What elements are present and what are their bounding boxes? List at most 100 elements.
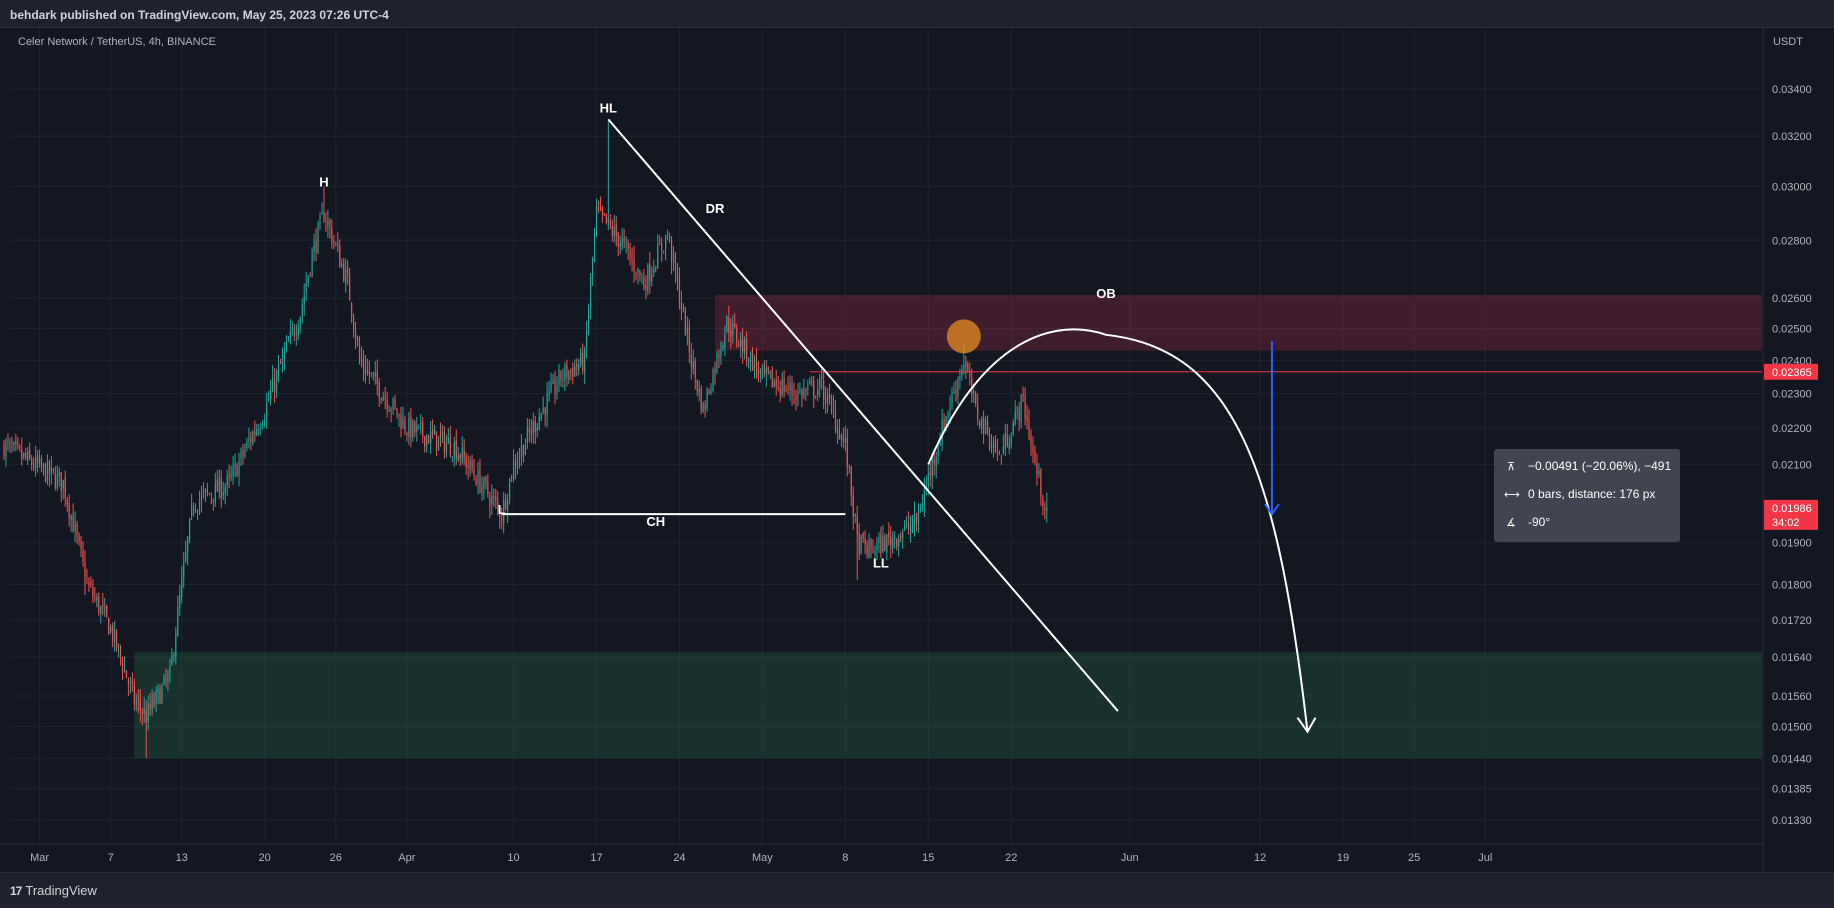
candle-body (1004, 433, 1006, 449)
candle-body (268, 399, 270, 401)
candle-body (507, 499, 509, 511)
candle-body (74, 523, 76, 531)
candle (821, 368, 823, 390)
candle (370, 372, 372, 378)
candle-body (372, 372, 374, 374)
candle (82, 541, 84, 567)
candle (909, 515, 912, 543)
candle-body (975, 393, 977, 404)
candle (807, 379, 809, 396)
candle-body (1020, 394, 1022, 423)
candle-body (765, 368, 767, 375)
candle (953, 382, 955, 395)
candle-body (181, 577, 183, 598)
candle-body (919, 511, 921, 513)
candle (653, 259, 655, 278)
candle-body (904, 525, 906, 531)
candle-body (649, 264, 651, 281)
candle (412, 418, 414, 442)
candle-body (360, 357, 363, 362)
candle-body (860, 535, 862, 553)
candle-body (667, 235, 669, 237)
candle (672, 245, 675, 272)
level-price-label: 0.02365 (1772, 367, 1812, 379)
candle-body (520, 445, 523, 457)
candle (593, 227, 596, 263)
candle (657, 234, 659, 270)
candle-body (254, 431, 256, 434)
candle-body (289, 330, 291, 341)
candle-body (712, 369, 714, 392)
candle (884, 533, 886, 552)
candle-body (1000, 455, 1002, 457)
candle (447, 428, 449, 444)
candle (92, 579, 94, 604)
candle-body (382, 396, 384, 402)
candle-body (339, 245, 341, 268)
candle (734, 313, 736, 329)
candle (1016, 405, 1018, 420)
candle (876, 536, 878, 561)
candle-body (64, 477, 66, 499)
level-price-tag (1764, 363, 1818, 380)
candle (556, 376, 558, 400)
candle-body (404, 420, 406, 431)
candle-body (556, 386, 558, 393)
candle (266, 393, 268, 429)
candle-body (42, 464, 45, 466)
candle (815, 395, 817, 400)
candle (19, 444, 21, 452)
candle-body (477, 470, 479, 484)
candle (1008, 434, 1010, 455)
candle-body (880, 534, 882, 554)
candle (840, 433, 842, 448)
candle (730, 318, 732, 349)
candle (230, 465, 232, 482)
candle-body (232, 466, 234, 477)
candle-body (88, 583, 90, 585)
candle (319, 212, 321, 230)
candle (696, 379, 698, 397)
candle-body (700, 387, 702, 413)
candle-body (238, 460, 240, 475)
candle (759, 368, 762, 383)
candle (11, 436, 13, 453)
candle (878, 531, 880, 553)
candle-body (281, 355, 284, 364)
candle (175, 626, 177, 665)
candle-body (224, 486, 226, 494)
candle (481, 476, 483, 502)
candle (422, 417, 424, 444)
candle-body (838, 429, 841, 440)
candle-body (27, 451, 29, 461)
candle-body (187, 537, 189, 554)
candle-body (68, 502, 70, 518)
price-tick: 0.01440 (1772, 753, 1812, 765)
candle (347, 260, 349, 286)
candle (139, 689, 141, 723)
candle (854, 513, 856, 524)
candle-body (676, 272, 679, 279)
candle-body (11, 445, 13, 447)
candle-body (605, 213, 607, 223)
candle-body (139, 700, 141, 710)
candle (580, 347, 582, 368)
candle-body (402, 418, 404, 429)
candle-body (736, 327, 738, 342)
candle (143, 697, 145, 723)
candle (36, 450, 39, 473)
candle-body (443, 432, 446, 453)
candle (238, 452, 240, 487)
candle-body (864, 538, 866, 545)
candle-body (461, 447, 463, 462)
candle-body (428, 435, 430, 444)
candle-body (593, 231, 596, 257)
tradingview-brand[interactable]: 17 TradingView (10, 883, 97, 898)
candle-body (775, 379, 777, 386)
candle (56, 465, 58, 491)
candle-body (779, 388, 781, 395)
candle (516, 451, 519, 475)
candle (605, 213, 607, 225)
candle (232, 456, 234, 485)
candle (562, 368, 564, 388)
